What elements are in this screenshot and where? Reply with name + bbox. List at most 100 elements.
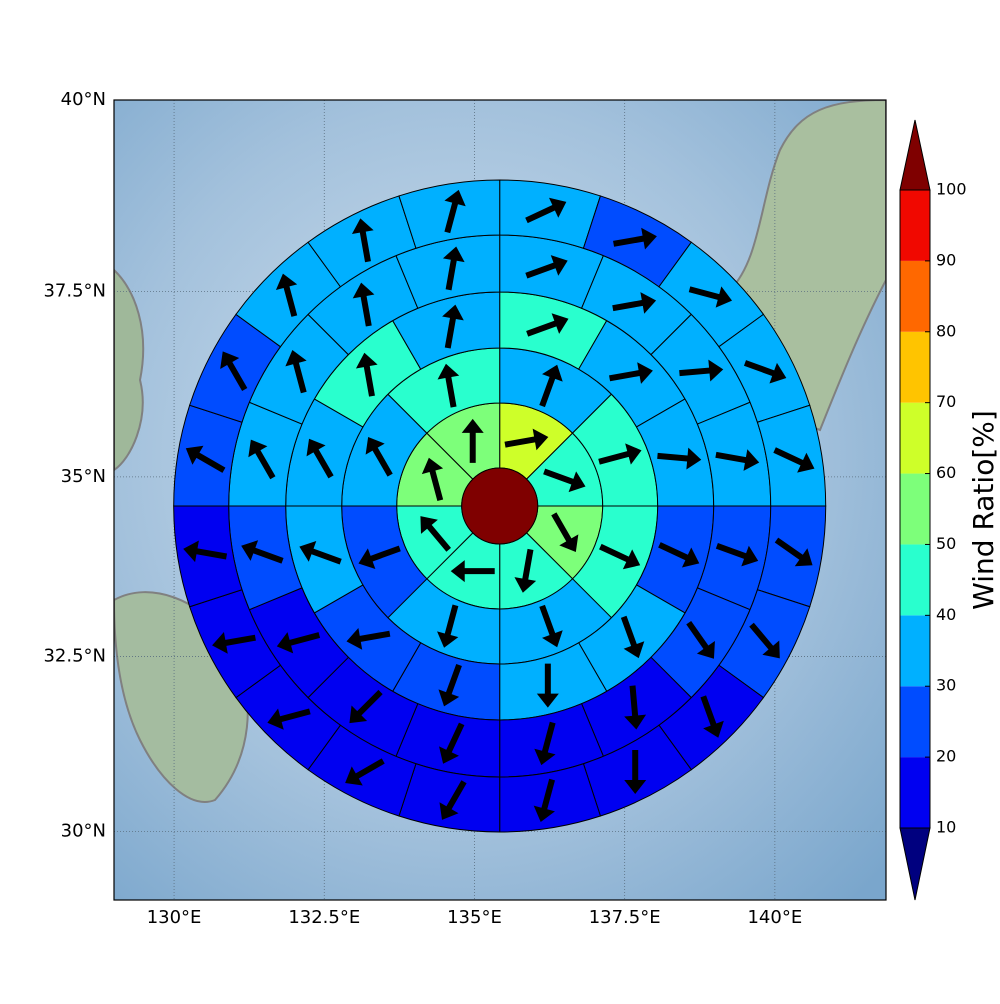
wind-arrow — [658, 542, 700, 568]
wind-arrow — [679, 359, 724, 382]
wind-arrow — [349, 689, 383, 724]
wind-arrow — [525, 255, 568, 279]
colorbar-tick-label: 20 — [936, 747, 956, 766]
wind-arrow — [439, 722, 465, 764]
colorbar-box — [900, 757, 930, 828]
colorbar-frame — [899, 189, 931, 829]
wind-arrow — [609, 362, 653, 384]
colorbar-box — [900, 260, 930, 332]
wind-arrow — [351, 218, 374, 263]
colorbar-box — [900, 331, 930, 403]
wind-arrow — [715, 449, 760, 471]
x-tick-label: 140°E — [747, 907, 802, 928]
colorbar-label: Wind Ratio[%] — [967, 410, 1000, 610]
map-frame — [113, 99, 887, 901]
colorbar-tick-label: 10 — [936, 818, 956, 837]
wind-arrow — [437, 363, 460, 408]
x-tick-label: 135°E — [447, 907, 502, 928]
colorbar-tick-label: 40 — [936, 605, 956, 624]
y-tick-label: 40°N — [61, 89, 106, 110]
x-tick-label: 130°E — [147, 907, 202, 928]
y-tick-label: 37.5°N — [43, 281, 106, 302]
wind-arrow — [514, 548, 537, 593]
wind-arrow — [275, 273, 298, 317]
wind-arrow — [539, 604, 563, 648]
colorbar-extend-high — [899, 119, 931, 191]
colorbar-tick-label: 80 — [936, 321, 956, 340]
wind-arrow — [346, 628, 391, 650]
wind-arrow — [715, 542, 759, 567]
wind-arrow — [533, 778, 555, 823]
y-tick-label: 32.5°N — [43, 646, 106, 667]
colorbar-box — [900, 473, 930, 545]
wind-arrow — [539, 364, 563, 408]
colorbar-tick-label: 90 — [936, 250, 956, 269]
wind-arrow — [613, 227, 657, 250]
wind-arrow — [774, 537, 813, 567]
colorbar-tick-label: 60 — [936, 463, 956, 482]
wind-arrow — [536, 663, 559, 708]
wind-arrow — [504, 428, 549, 451]
wind-arrow — [773, 447, 815, 473]
y-tick-label: 35°N — [61, 466, 106, 487]
wind-arrow — [352, 282, 375, 327]
wind-arrow — [267, 708, 311, 730]
wind-arrow — [599, 543, 641, 570]
wind-arrow — [276, 632, 321, 654]
wind-arrow — [306, 438, 334, 479]
wind-arrow — [525, 197, 567, 224]
colorbar-tick-label: 70 — [936, 392, 956, 411]
wind-arrow — [620, 615, 645, 659]
wind-arrow — [461, 418, 484, 463]
wind-arrow — [185, 445, 226, 473]
colorbar-box — [900, 615, 930, 687]
arrows — [183, 189, 815, 823]
wind-arrow — [543, 468, 586, 493]
wind-arrow — [598, 443, 642, 465]
colorbar-box — [900, 190, 930, 261]
wind-arrow — [437, 604, 459, 648]
colorbar-box — [900, 686, 930, 758]
wind-arrow — [212, 632, 256, 654]
wind-arrow — [700, 695, 724, 738]
wind-arrow — [526, 313, 569, 337]
wind-arrow — [345, 758, 385, 786]
colorbar-extend-low — [899, 827, 931, 901]
wind-arrow — [355, 352, 378, 397]
ticks: 130°E 132.5°E 135°E 137.5°E 140°E 30°N 32.5°N 3… — [43, 89, 802, 928]
wind-arrow — [743, 360, 787, 384]
wind-arrow — [241, 540, 284, 564]
wind-arrow — [439, 780, 467, 820]
wind-arrow — [358, 545, 401, 569]
wind-arrow — [534, 721, 556, 766]
wind-arrow — [183, 540, 228, 563]
wind-arrow — [657, 447, 702, 470]
wind-arrow — [285, 350, 307, 394]
wind-arrow — [442, 304, 464, 349]
wind-arrow — [444, 189, 466, 234]
wind-arrow — [438, 663, 462, 707]
wind-arrow — [248, 439, 276, 480]
colorbar-tick-label: 100 — [936, 180, 967, 199]
x-tick-label: 137.5°E — [589, 907, 661, 928]
colorbar-tick-label: 30 — [936, 676, 956, 695]
sectors — [173, 179, 827, 833]
wind-arrow — [624, 685, 647, 730]
wind-arrow — [551, 512, 579, 553]
colorbar-tick-label: 50 — [936, 534, 956, 553]
wind-arrow — [299, 541, 342, 565]
colorbar-box — [900, 402, 930, 474]
wind-arrow — [450, 560, 495, 583]
wind-arrow — [442, 246, 465, 291]
wind-arrow — [688, 286, 733, 308]
wind-arrow — [220, 351, 248, 392]
wind-arrow — [749, 622, 780, 659]
wind-arrow — [421, 457, 444, 502]
colorbar: 10 20 30 40 50 60 70 80 90 100 — [899, 119, 967, 901]
wind-arrow — [420, 516, 452, 552]
center-disc — [461, 467, 539, 545]
wind-arrow — [624, 749, 647, 794]
y-tick-label: 30°N — [61, 820, 106, 841]
colorbar-box — [900, 544, 930, 616]
